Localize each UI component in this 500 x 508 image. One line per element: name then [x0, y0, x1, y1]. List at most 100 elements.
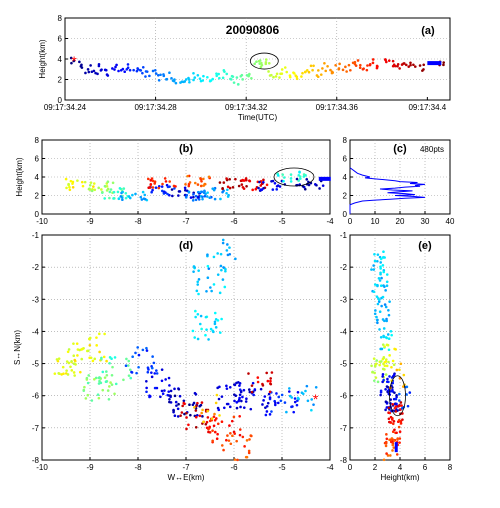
data-point	[253, 388, 257, 391]
data-point	[378, 279, 382, 282]
data-point	[86, 393, 90, 397]
data-point	[202, 74, 205, 78]
data-point	[386, 343, 390, 347]
data-point	[71, 185, 75, 189]
data-point	[200, 411, 203, 415]
data-point	[199, 177, 203, 181]
data-point	[145, 346, 148, 350]
data-point	[167, 376, 171, 380]
data-point	[139, 195, 143, 199]
data-point	[238, 393, 242, 397]
data-point	[257, 59, 261, 63]
data-point	[221, 241, 225, 245]
data-point	[88, 356, 91, 360]
data-point	[241, 395, 244, 399]
data-point	[285, 70, 289, 74]
data-point	[160, 368, 164, 371]
data-point	[171, 194, 174, 198]
data-point	[274, 75, 278, 78]
data-point	[111, 181, 115, 185]
data-point	[216, 432, 219, 436]
y-tick-label: 0	[58, 96, 63, 105]
data-point	[168, 71, 171, 74]
data-point	[289, 180, 293, 183]
data-point	[186, 174, 189, 178]
data-point	[404, 63, 408, 67]
data-point	[256, 380, 260, 384]
data-point	[69, 56, 73, 60]
data-point	[303, 70, 307, 74]
data-point	[185, 193, 189, 197]
data-point	[383, 303, 387, 306]
data-point	[385, 364, 389, 368]
data-point	[295, 177, 299, 181]
data-point	[125, 68, 129, 71]
data-point	[180, 80, 184, 83]
data-point	[107, 397, 111, 401]
data-point	[173, 187, 176, 190]
x-tick-label: 09:17:34.28	[134, 103, 177, 112]
data-point	[244, 455, 248, 459]
data-point	[131, 193, 134, 197]
highlight-ellipse	[249, 52, 279, 70]
y-tick-label: 2	[343, 192, 348, 201]
data-point	[207, 430, 210, 434]
data-point	[285, 410, 288, 414]
data-point	[283, 401, 287, 404]
data-point	[384, 58, 387, 62]
data-point	[264, 62, 268, 66]
data-point	[86, 68, 90, 71]
data-point	[391, 422, 395, 426]
data-point	[211, 187, 215, 190]
data-point	[252, 393, 256, 397]
data-point	[196, 183, 200, 186]
data-point	[248, 179, 251, 183]
data-point	[164, 191, 167, 194]
data-point	[115, 63, 118, 67]
y-tick-label: -8	[32, 456, 40, 465]
data-point	[66, 373, 70, 376]
data-point	[358, 63, 362, 67]
data-point	[378, 363, 381, 367]
x-tick-label: 2	[373, 463, 378, 472]
data-point	[242, 388, 246, 392]
data-point	[127, 359, 131, 363]
data-point	[274, 401, 277, 405]
data-point	[143, 193, 147, 197]
data-point	[398, 437, 402, 440]
data-point	[233, 383, 237, 387]
data-point	[196, 401, 199, 405]
data-point	[384, 440, 388, 444]
data-point	[238, 384, 241, 387]
data-point	[202, 184, 205, 187]
data-point	[391, 381, 394, 385]
data-point	[386, 377, 389, 381]
panel-c: 0 10 20 30 40 0 2 4 6 8 (c) 480pts	[343, 136, 455, 226]
data-point	[61, 365, 65, 369]
data-point	[197, 269, 200, 272]
data-point	[76, 179, 79, 182]
data-point	[387, 337, 391, 341]
data-point	[87, 374, 90, 377]
data-point	[288, 75, 292, 79]
data-point	[374, 309, 377, 312]
data-point	[155, 372, 159, 375]
data-point	[377, 300, 381, 303]
data-point	[129, 376, 133, 380]
data-point	[135, 371, 138, 375]
data-point	[262, 399, 265, 402]
data-point	[296, 390, 300, 394]
data-point	[166, 192, 169, 196]
data-point	[185, 427, 188, 431]
y-tick-label: -6	[340, 392, 348, 401]
data-point	[235, 401, 239, 404]
data-point	[68, 188, 72, 192]
data-point	[381, 372, 385, 376]
data-point	[72, 354, 76, 358]
data-point	[409, 63, 412, 67]
data-point	[387, 59, 391, 62]
data-point	[205, 420, 209, 424]
data-point	[317, 69, 320, 72]
data-point	[234, 257, 237, 261]
data-point	[211, 439, 214, 443]
